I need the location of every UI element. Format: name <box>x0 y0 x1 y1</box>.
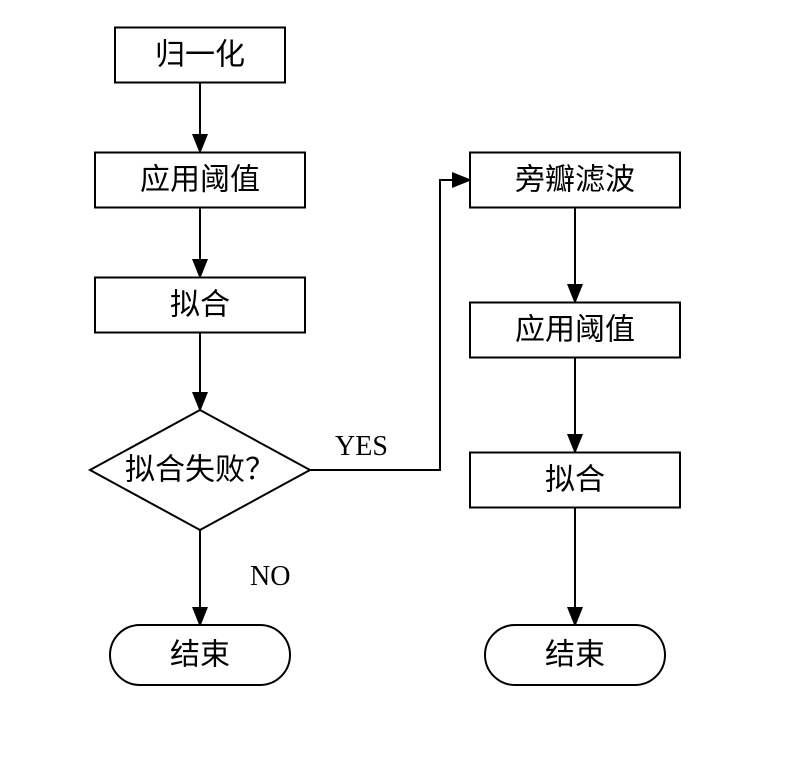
node-label-n6: 旁瓣滤波 <box>515 164 635 197</box>
node-label-n2: 应用阈值 <box>140 164 260 197</box>
node-n5: 结束 <box>110 625 290 685</box>
node-label-n7: 应用阈值 <box>515 314 635 347</box>
node-n4: 拟合失败？ <box>90 410 310 530</box>
node-n7: 应用阈值 <box>470 303 680 358</box>
node-n6: 旁瓣滤波 <box>470 153 680 208</box>
node-label-n5: 结束 <box>170 639 230 672</box>
edge-label-yes: YES <box>335 431 388 462</box>
node-n2: 应用阈值 <box>95 153 305 208</box>
flowchart-canvas: 归一化应用阈值拟合拟合失败？结束旁瓣滤波应用阈值拟合结束 NOYES <box>0 0 800 772</box>
node-label-n4: 拟合失败？ <box>125 454 275 487</box>
edge-label-no: NO <box>250 561 290 592</box>
edge-n4-n6 <box>310 180 470 470</box>
node-label-n1: 归一化 <box>155 39 245 72</box>
node-n9: 结束 <box>485 625 665 685</box>
node-label-n3: 拟合 <box>170 289 230 322</box>
node-label-n9: 结束 <box>545 639 605 672</box>
node-n1: 归一化 <box>115 28 285 83</box>
node-n8: 拟合 <box>470 453 680 508</box>
node-n3: 拟合 <box>95 278 305 333</box>
node-label-n8: 拟合 <box>545 464 605 497</box>
